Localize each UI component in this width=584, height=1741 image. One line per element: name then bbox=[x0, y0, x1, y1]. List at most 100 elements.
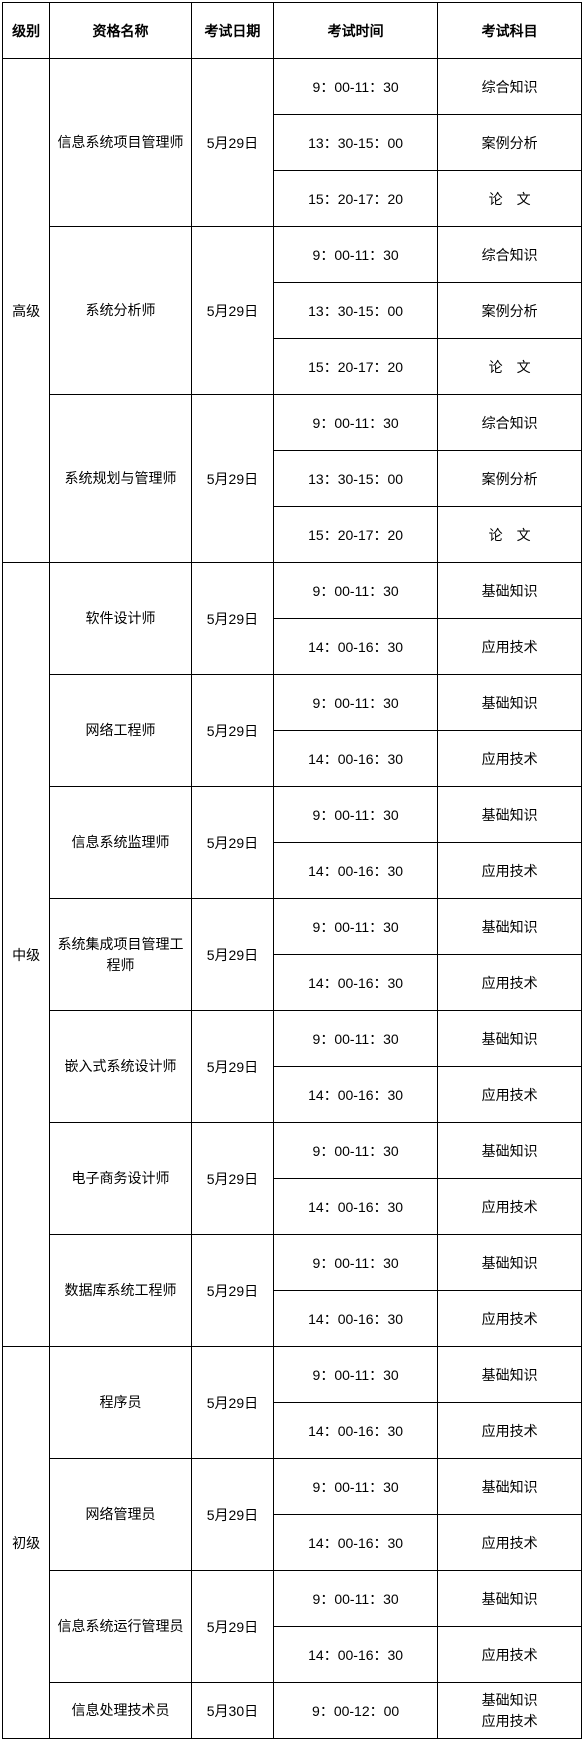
date-cell: 5月29日 bbox=[191, 675, 273, 787]
subject-cell: 论 文 bbox=[438, 171, 582, 227]
subject-cell: 基础知识 bbox=[438, 899, 582, 955]
subject-cell: 应用技术 bbox=[438, 1515, 582, 1571]
qual-cell: 程序员 bbox=[50, 1347, 192, 1459]
table-row: 信息处理技术员 5月30日 9：00-12：00 基础知识应用技术 bbox=[3, 1683, 582, 1739]
qual-cell: 系统集成项目管理工程师 bbox=[50, 899, 192, 1011]
subject-cell: 应用技术 bbox=[438, 1627, 582, 1683]
time-cell: 14：00-16：30 bbox=[274, 1627, 438, 1683]
table-row: 信息系统运行管理员 5月29日 9：00-11：30 基础知识 bbox=[3, 1571, 582, 1627]
time-cell: 9：00-11：30 bbox=[274, 787, 438, 843]
time-cell: 15：20-17：20 bbox=[274, 171, 438, 227]
date-cell: 5月29日 bbox=[191, 395, 273, 563]
time-cell: 9：00-11：30 bbox=[274, 59, 438, 115]
table-row: 信息系统监理师 5月29日 9：00-11：30 基础知识 bbox=[3, 787, 582, 843]
time-cell: 14：00-16：30 bbox=[274, 955, 438, 1011]
table-row: 嵌入式系统设计师 5月29日 9：00-11：30 基础知识 bbox=[3, 1011, 582, 1067]
qual-cell: 系统分析师 bbox=[50, 227, 192, 395]
time-cell: 9：00-11：30 bbox=[274, 899, 438, 955]
qual-cell: 网络管理员 bbox=[50, 1459, 192, 1571]
subject-cell: 综合知识 bbox=[438, 395, 582, 451]
subject-cell: 应用技术 bbox=[438, 955, 582, 1011]
subject-cell: 论 文 bbox=[438, 339, 582, 395]
time-cell: 14：00-16：30 bbox=[274, 731, 438, 787]
subject-cell: 案例分析 bbox=[438, 115, 582, 171]
date-cell: 5月29日 bbox=[191, 1123, 273, 1235]
time-cell: 9：00-11：30 bbox=[274, 1123, 438, 1179]
date-cell: 5月30日 bbox=[191, 1683, 273, 1739]
date-cell: 5月29日 bbox=[191, 1459, 273, 1571]
table-row: 高级 信息系统项目管理师 5月29日 9：00-11：30 综合知识 bbox=[3, 59, 582, 115]
subject-cell: 应用技术 bbox=[438, 731, 582, 787]
qual-cell: 网络工程师 bbox=[50, 675, 192, 787]
time-cell: 14：00-16：30 bbox=[274, 619, 438, 675]
time-cell: 9：00-11：30 bbox=[274, 1011, 438, 1067]
date-cell: 5月29日 bbox=[191, 59, 273, 227]
qual-cell: 信息系统监理师 bbox=[50, 787, 192, 899]
header-subject: 考试科目 bbox=[438, 3, 582, 59]
table-row: 系统分析师 5月29日 9：00-11：30 综合知识 bbox=[3, 227, 582, 283]
table-row: 中级 软件设计师 5月29日 9：00-11：30 基础知识 bbox=[3, 563, 582, 619]
header-qualification: 资格名称 bbox=[50, 3, 192, 59]
subject-cell: 论 文 bbox=[438, 507, 582, 563]
table-row: 网络工程师 5月29日 9：00-11：30 基础知识 bbox=[3, 675, 582, 731]
time-cell: 9：00-11：30 bbox=[274, 1571, 438, 1627]
time-cell: 14：00-16：30 bbox=[274, 1067, 438, 1123]
level-cell: 中级 bbox=[3, 563, 50, 1347]
time-cell: 15：20-17：20 bbox=[274, 339, 438, 395]
subject-cell: 案例分析 bbox=[438, 283, 582, 339]
time-cell: 14：00-16：30 bbox=[274, 1291, 438, 1347]
time-cell: 14：00-16：30 bbox=[274, 1403, 438, 1459]
subject-cell: 应用技术 bbox=[438, 1403, 582, 1459]
time-cell: 9：00-11：30 bbox=[274, 227, 438, 283]
subject-cell: 综合知识 bbox=[438, 59, 582, 115]
qual-cell: 信息处理技术员 bbox=[50, 1683, 192, 1739]
qual-cell: 电子商务设计师 bbox=[50, 1123, 192, 1235]
subject-cell: 应用技术 bbox=[438, 1067, 582, 1123]
qual-cell: 嵌入式系统设计师 bbox=[50, 1011, 192, 1123]
date-cell: 5月29日 bbox=[191, 1235, 273, 1347]
subject-cell: 基础知识应用技术 bbox=[438, 1683, 582, 1739]
date-cell: 5月29日 bbox=[191, 787, 273, 899]
subject-cell: 案例分析 bbox=[438, 451, 582, 507]
time-cell: 9：00-11：30 bbox=[274, 563, 438, 619]
table-row: 网络管理员 5月29日 9：00-11：30 基础知识 bbox=[3, 1459, 582, 1515]
subject-cell: 应用技术 bbox=[438, 619, 582, 675]
subject-cell: 综合知识 bbox=[438, 227, 582, 283]
table-row: 初级 程序员 5月29日 9：00-11：30 基础知识 bbox=[3, 1347, 582, 1403]
time-cell: 9：00-11：30 bbox=[274, 1347, 438, 1403]
subject-cell: 基础知识 bbox=[438, 563, 582, 619]
subject-cell: 应用技术 bbox=[438, 1291, 582, 1347]
time-cell: 9：00-12：00 bbox=[274, 1683, 438, 1739]
qual-cell: 系统规划与管理师 bbox=[50, 395, 192, 563]
time-cell: 14：00-16：30 bbox=[274, 843, 438, 899]
time-cell: 9：00-11：30 bbox=[274, 1459, 438, 1515]
table-row: 系统规划与管理师 5月29日 9：00-11：30 综合知识 bbox=[3, 395, 582, 451]
subject-cell: 基础知识 bbox=[438, 1459, 582, 1515]
level-cell: 初级 bbox=[3, 1347, 50, 1739]
qual-cell: 软件设计师 bbox=[50, 563, 192, 675]
subject-cell: 应用技术 bbox=[438, 1179, 582, 1235]
subject-cell: 应用技术 bbox=[438, 843, 582, 899]
header-date: 考试日期 bbox=[191, 3, 273, 59]
subject-cell: 基础知识 bbox=[438, 1347, 582, 1403]
header-row: 级别 资格名称 考试日期 考试时间 考试科目 bbox=[3, 3, 582, 59]
time-cell: 14：00-16：30 bbox=[274, 1179, 438, 1235]
subject-cell: 基础知识 bbox=[438, 787, 582, 843]
qual-cell: 数据库系统工程师 bbox=[50, 1235, 192, 1347]
table-row: 系统集成项目管理工程师 5月29日 9：00-11：30 基础知识 bbox=[3, 899, 582, 955]
date-cell: 5月29日 bbox=[191, 1347, 273, 1459]
header-level: 级别 bbox=[3, 3, 50, 59]
qual-cell: 信息系统项目管理师 bbox=[50, 59, 192, 227]
header-time: 考试时间 bbox=[274, 3, 438, 59]
subject-cell: 基础知识 bbox=[438, 1123, 582, 1179]
exam-schedule-table: 级别 资格名称 考试日期 考试时间 考试科目 高级 信息系统项目管理师 5月29… bbox=[2, 2, 582, 1739]
date-cell: 5月29日 bbox=[191, 1571, 273, 1683]
time-cell: 14：00-16：30 bbox=[274, 1515, 438, 1571]
level-cell: 高级 bbox=[3, 59, 50, 563]
time-cell: 13：30-15：00 bbox=[274, 451, 438, 507]
qual-cell: 信息系统运行管理员 bbox=[50, 1571, 192, 1683]
subject-cell: 基础知识 bbox=[438, 1571, 582, 1627]
time-cell: 13：30-15：00 bbox=[274, 283, 438, 339]
time-cell: 13：30-15：00 bbox=[274, 115, 438, 171]
time-cell: 9：00-11：30 bbox=[274, 675, 438, 731]
